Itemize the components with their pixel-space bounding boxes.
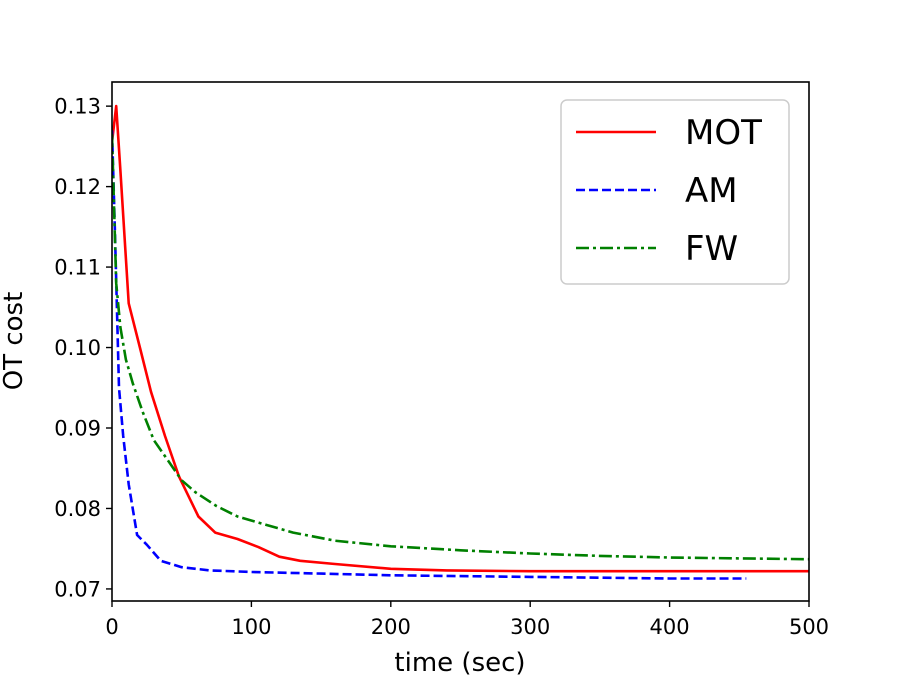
- x-tick-label: 500: [789, 615, 829, 639]
- legend-box: [560, 99, 790, 285]
- y-tick-label: 0.10: [54, 336, 101, 360]
- y-tick-label: 0.12: [54, 175, 101, 199]
- y-axis-ticks: 0.07 0.08 0.09 0.10 0.11 0.12 0.13: [54, 95, 112, 601]
- y-axis-label: OT cost: [0, 292, 29, 391]
- legend: MOT AM FW: [560, 99, 790, 285]
- y-tick-label: 0.09: [54, 417, 101, 441]
- x-tick-label: 100: [231, 615, 271, 639]
- series-line-fw: [112, 134, 809, 561]
- x-tick-label: 300: [510, 615, 550, 639]
- series-line-mot: [112, 104, 809, 573]
- x-tick-label: 400: [650, 615, 690, 639]
- x-tick-label: 0: [105, 615, 118, 639]
- series-line-am: [112, 130, 747, 580]
- plot-lines: [112, 104, 809, 580]
- x-axis-ticks: 0 100 200 300 400 500: [105, 601, 829, 639]
- x-tick-label: 200: [371, 615, 411, 639]
- x-axis-label: time (sec): [394, 648, 525, 675]
- y-tick-label: 0.07: [54, 577, 101, 601]
- y-tick-label: 0.08: [54, 497, 101, 521]
- legend-label-fw: FW: [685, 229, 738, 269]
- y-tick-label: 0.13: [54, 95, 101, 119]
- legend-label-am: AM: [685, 171, 738, 211]
- plot-frame: [111, 81, 810, 602]
- y-tick-label: 0.11: [54, 256, 101, 280]
- legend-label-mot: MOT: [685, 113, 762, 153]
